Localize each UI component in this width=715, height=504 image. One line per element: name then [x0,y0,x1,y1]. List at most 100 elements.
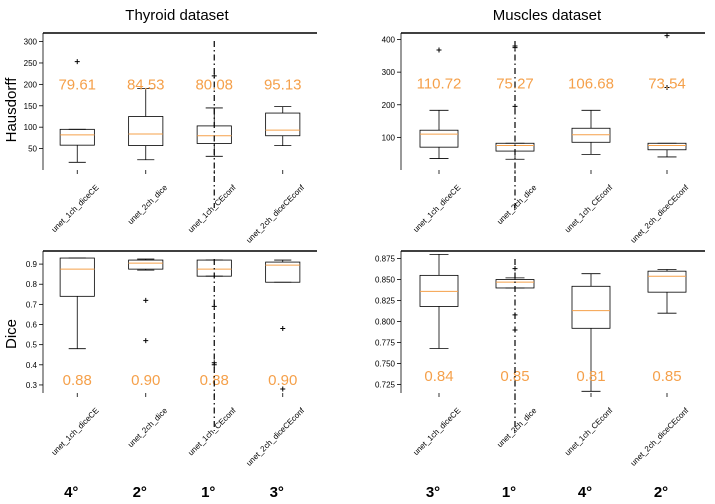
y-tick-label: 0.775 [375,339,396,348]
y-tick-label: 0.8 [26,280,38,289]
box-4 [647,33,687,158]
iqr-box [265,112,301,137]
mean-annotation: 106.68 [568,76,614,93]
y-tick-label: 0.4 [26,361,38,370]
y-tick-label: 400 [382,36,396,45]
y-tick-label: 300 [382,68,396,77]
x-tick-label: unet_1ch_diceCE [411,183,462,234]
x-tick-label: unet_2ch_dice [126,406,170,450]
mean-annotation: 0.81 [576,368,605,385]
x-tick-label: unet_2ch_dice [126,183,170,227]
iqr-box [647,142,687,151]
thyroid-hausdorff-panel: 50 100 150 200 250 300 unet_1ch_diceCE 79.61 une… [24,32,317,245]
mean-annotation: 0.88 [63,372,92,389]
mean-annotation: 95.13 [264,76,302,93]
y-tick-label: 0.9 [26,260,38,269]
y-tick-label: 50 [28,145,37,154]
mean-annotation: 0.88 [200,372,229,389]
y-tick-label: 250 [24,59,38,68]
outlier-marker [74,59,80,65]
x-tick-label: unet_2ch_diceCEconf [244,406,306,468]
mean-annotation: 0.85 [652,368,681,385]
rank-label: 4° [578,484,592,501]
box-3 [571,273,611,392]
x-tick-label: unet_2ch_diceCEconf [629,183,691,245]
x-tick-label: unet_1ch_CEconf [563,183,615,235]
iqr-box [265,261,301,283]
iqr-box [59,128,95,146]
iqr-box [59,257,95,297]
box-2 [128,88,164,161]
box-2 [128,258,164,344]
y-tick-label: 150 [24,102,38,111]
iqr-box [647,270,687,293]
x-tick-label: unet_2ch_diceCEconf [629,406,691,468]
box-1 [59,59,95,163]
rank-label: 1° [502,484,516,501]
x-tick-label: unet_1ch_diceCE [411,406,462,457]
iqr-box [419,129,459,148]
y-tick-label: 0.750 [375,360,396,369]
y-tick-label: 100 [382,133,396,142]
x-tick-label: unet_1ch_diceCE [50,406,101,457]
box-3 [571,109,611,155]
y-tick-label: 0.725 [375,381,396,390]
x-tick-label: unet_1ch_diceCE [50,183,101,234]
y-tick-label: 0.3 [26,381,38,390]
outlier-marker [280,386,286,392]
dice-axis-label: Dice [3,319,20,349]
mean-annotation: 0.90 [268,372,297,389]
outlier-marker [664,84,670,90]
y-tick-label: 200 [24,80,38,89]
box-4 [265,259,301,392]
mean-annotation: 84.53 [127,76,165,93]
box-2 [495,43,535,160]
x-tick-label: unet_1ch_CEconf [186,406,238,458]
rank-label: 2° [133,484,147,501]
box-1 [59,257,95,350]
hausdorff-axis-label: Hausdorff [3,77,20,143]
iqr-box [571,285,611,329]
iqr-box [128,116,164,146]
rank-label: 3° [270,484,284,501]
mean-annotation: 73.54 [648,76,686,93]
mean-annotation: 79.61 [58,76,96,93]
outlier-marker [436,47,442,53]
y-tick-label: 300 [24,38,38,47]
outlier-marker [143,297,149,303]
mean-annotation: 110.72 [417,76,462,93]
x-tick-label: unet_2ch_dice [495,183,539,227]
muscles-column-title: Muscles dataset [493,7,602,24]
x-tick-label: unet_2ch_diceCEconf [244,183,306,245]
mean-annotation: 0.84 [424,368,453,385]
mean-annotation: 0.90 [131,372,160,389]
rank-label: 3° [426,484,440,501]
y-tick-label: 200 [382,101,396,110]
x-tick-label: unet_1ch_CEconf [563,406,615,458]
y-tick-label: 0.6 [26,321,38,330]
y-tick-label: 0.800 [375,318,396,327]
rank-label: 2° [654,484,668,501]
box-1 [419,253,459,349]
outlier-marker [143,338,149,344]
muscles-hausdorff-panel: 100 200 300 400 unet_1ch_diceCE 110.72 unet_2c… [382,32,705,245]
iqr-box [128,259,164,270]
x-tick-label: unet_1ch_CEconf [186,183,238,235]
rank-label: 1° [201,484,215,501]
y-tick-label: 0.825 [375,297,396,306]
outlier-marker [664,33,670,39]
x-tick-label: unet_2ch_dice [495,406,539,450]
y-tick-label: 0.850 [375,276,396,285]
y-tick-label: 100 [24,123,38,132]
y-tick-label: 0.875 [375,255,396,264]
rank-label: 4° [64,484,78,501]
box-4 [647,269,687,314]
y-tick-label: 0.7 [26,300,38,309]
thyroid-column-title: Thyroid dataset [125,7,229,24]
muscles-dice-panel: 0.725 0.750 0.775 0.800 0.825 0.850 0.875 unet_… [375,250,705,468]
box-1 [419,47,459,159]
y-tick-label: 0.5 [26,341,38,350]
outlier-marker [280,326,286,332]
thyroid-dice-panel: 0.3 0.4 0.5 0.6 0.7 0.8 0.9 unet_1ch_diceCE 0.88… [26,250,317,468]
